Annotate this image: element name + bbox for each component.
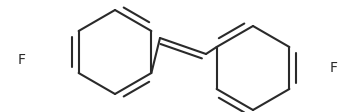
Text: F: F [18, 53, 26, 67]
Text: F: F [330, 61, 338, 75]
